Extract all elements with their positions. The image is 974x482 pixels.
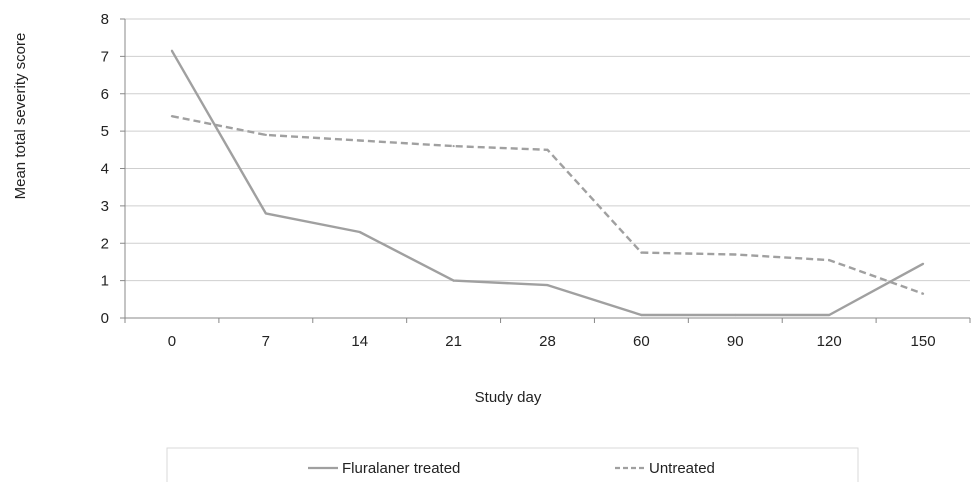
series-line-fluralaner-treated [170, 50, 924, 317]
x-tick-label: 150 [911, 333, 936, 350]
data-point [546, 148, 549, 151]
gridlines [120, 18, 971, 323]
data-point [640, 251, 643, 254]
data-point [734, 253, 737, 256]
y-tick-label: 4 [101, 161, 109, 178]
x-axis-title: Study day [475, 389, 542, 406]
data-point [828, 258, 831, 262]
data-point [452, 144, 455, 148]
data-point [358, 230, 361, 234]
data-point [734, 313, 737, 317]
x-tick-label: 21 [445, 333, 462, 350]
y-tick-label: 1 [101, 273, 109, 290]
data-point [358, 139, 361, 142]
y-tick-label: 2 [101, 235, 109, 252]
y-tick-label: 6 [101, 86, 109, 103]
y-tick-label: 8 [101, 11, 109, 28]
legend-box [166, 447, 859, 482]
y-tick-labels: 0 1 2 3 4 5 6 7 8 [101, 11, 109, 327]
data-point [921, 262, 925, 265]
data-point [170, 115, 174, 118]
data-point [264, 133, 267, 136]
data-point [921, 292, 925, 295]
y-tick-label: 5 [101, 123, 109, 140]
x-tick-label: 28 [539, 333, 556, 350]
x-tick-label: 60 [633, 333, 650, 350]
x-tick-labels: 0 7 14 21 28 60 90 120 150 [168, 333, 936, 350]
series-lines [170, 49, 925, 317]
data-point [546, 284, 549, 287]
legend-label-fluralaner-treated: Fluralaner treated [342, 460, 460, 477]
legend: Fluralaner treated Untreated [166, 447, 859, 482]
data-point [170, 49, 174, 52]
x-tick-label: 0 [168, 333, 176, 350]
data-point [640, 313, 643, 317]
y-tick-label: 3 [101, 198, 109, 215]
y-axis-title: Mean total severity score [12, 33, 29, 200]
axes [124, 19, 970, 319]
data-point [264, 212, 267, 215]
x-tick-label: 7 [262, 333, 270, 350]
data-point [452, 279, 455, 282]
y-tick-label: 0 [101, 310, 109, 327]
data-point [828, 313, 831, 317]
x-tick-label: 120 [817, 333, 842, 350]
y-tick-label: 7 [101, 48, 109, 65]
legend-label-untreated: Untreated [649, 460, 715, 477]
x-tick-label: 14 [351, 333, 368, 350]
x-tick-label: 90 [727, 333, 744, 350]
series-line-untreated [171, 115, 924, 295]
